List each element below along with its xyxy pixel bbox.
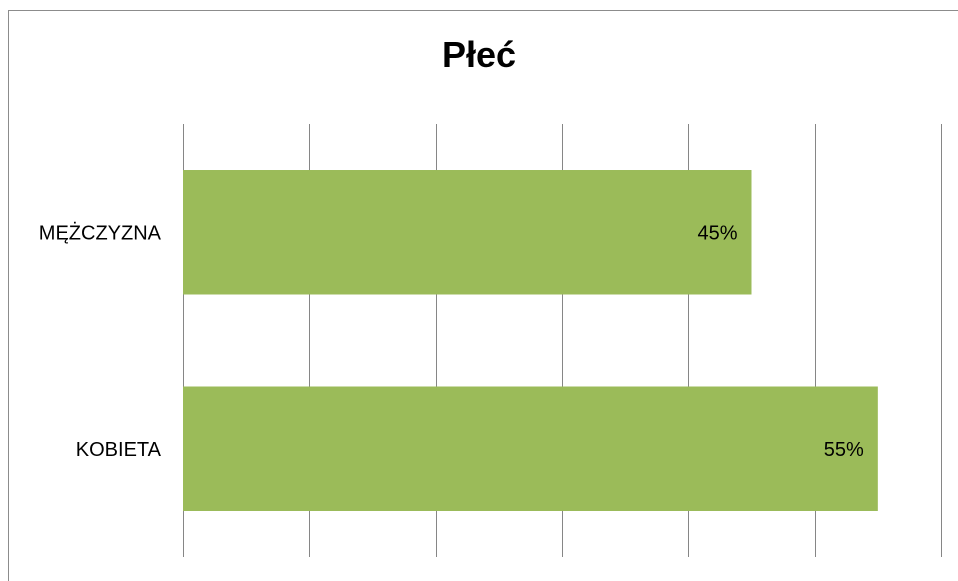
bars — [183, 170, 878, 511]
bar — [183, 170, 752, 295]
category-label: MĘŻCZYZNA — [39, 221, 162, 244]
category-label: KOBIETA — [76, 439, 162, 461]
category-labels: MĘŻCZYZNA KOBIETA — [39, 221, 162, 461]
chart-title: Płeć — [441, 34, 517, 75]
data-labels: 45% 55% — [697, 222, 864, 461]
data-label: 55% — [824, 439, 864, 461]
data-label: 45% — [697, 222, 737, 244]
bar — [183, 386, 878, 511]
